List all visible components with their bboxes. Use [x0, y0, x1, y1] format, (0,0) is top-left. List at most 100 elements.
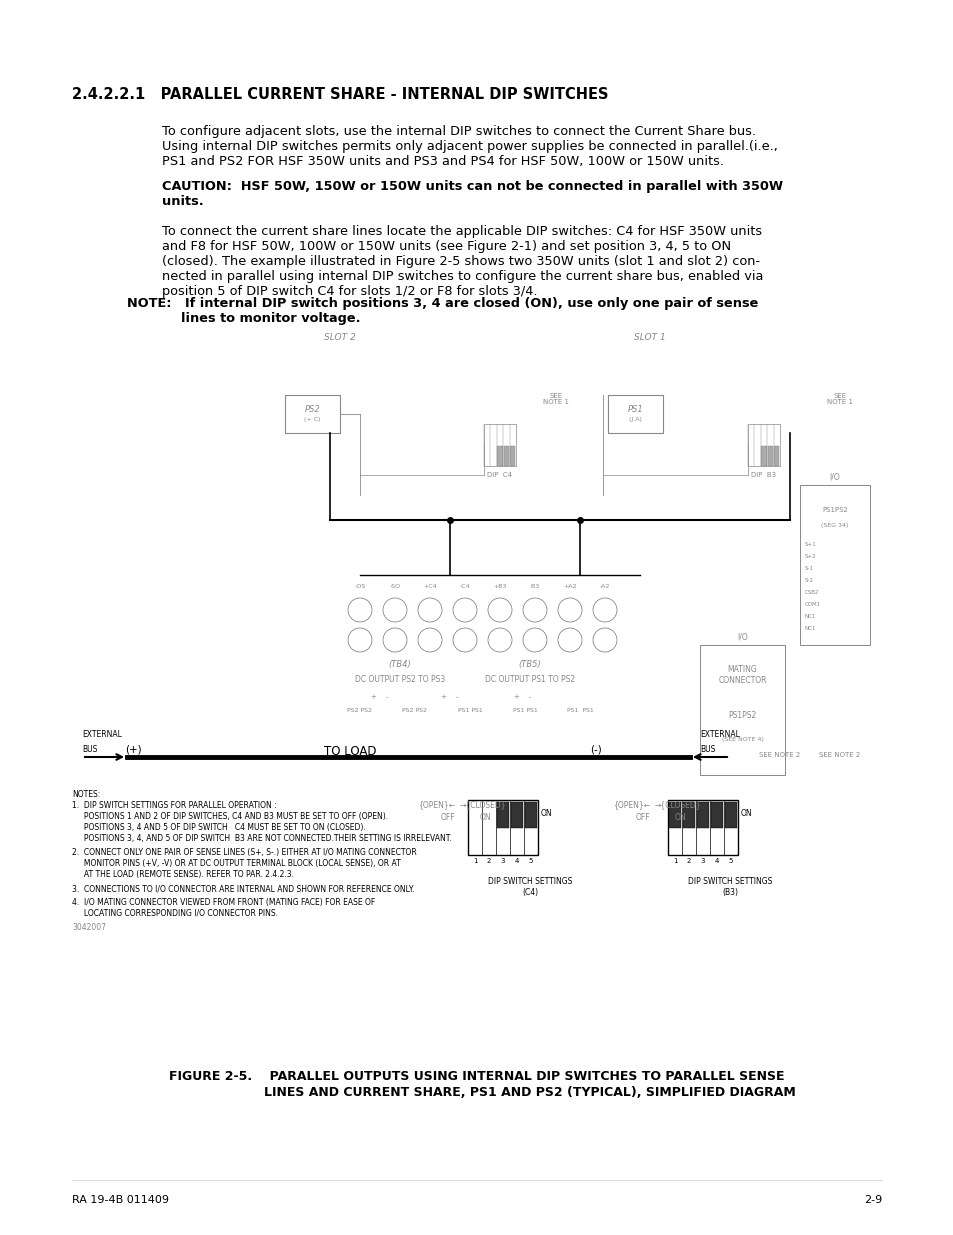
Text: -C4: -C4 — [459, 584, 470, 589]
Text: EXTERNAL: EXTERNAL — [700, 730, 740, 739]
Text: DIP  C4: DIP C4 — [487, 472, 512, 478]
Text: (+ C): (+ C) — [304, 416, 320, 421]
Text: PS1 PS1: PS1 PS1 — [512, 709, 537, 714]
Text: PS1  PS1: PS1 PS1 — [566, 709, 593, 714]
Bar — [497, 802, 509, 827]
Text: MATING
CONNECTOR: MATING CONNECTOR — [718, 666, 766, 684]
Text: OFF: OFF — [440, 813, 455, 823]
Text: SEE
NOTE 1: SEE NOTE 1 — [826, 393, 852, 405]
Text: (closed). The example illustrated in Figure 2-5 shows two 350W units (slot 1 and: (closed). The example illustrated in Fig… — [162, 254, 760, 268]
Text: NC1: NC1 — [804, 615, 816, 620]
Text: and F8 for HSF 50W, 100W or 150W units (see Figure 2-1) and set position 3, 4, 5: and F8 for HSF 50W, 100W or 150W units (… — [162, 240, 730, 253]
Text: 2-9: 2-9 — [862, 1195, 882, 1205]
Text: PS2 PS2: PS2 PS2 — [402, 709, 427, 714]
Bar — [724, 802, 737, 827]
Text: 5: 5 — [728, 858, 733, 864]
Bar — [667, 800, 738, 855]
Text: ON: ON — [675, 813, 686, 823]
Text: 2: 2 — [486, 858, 491, 864]
Text: (J A): (J A) — [628, 416, 641, 421]
Text: LINES AND CURRENT SHARE, PS1 AND PS2 (TYPICAL), SIMPLIFIED DIAGRAM: LINES AND CURRENT SHARE, PS1 AND PS2 (TY… — [158, 1086, 795, 1099]
Text: PS1PS2: PS1PS2 — [821, 508, 847, 513]
Text: +    -: + - — [514, 694, 531, 700]
Text: (TB4): (TB4) — [388, 661, 411, 669]
Text: (+): (+) — [125, 745, 141, 755]
Bar — [767, 446, 772, 466]
Text: RA 19-4B 011409: RA 19-4B 011409 — [71, 1195, 169, 1205]
Bar — [747, 424, 780, 466]
Text: ON: ON — [540, 809, 552, 819]
Text: POSITIONS 1 AND 2 OF DIP SWITCHES, C4 AND B3 MUST BE SET TO OFF (OPEN).: POSITIONS 1 AND 2 OF DIP SWITCHES, C4 AN… — [71, 811, 388, 821]
Text: +A2: +A2 — [562, 584, 577, 589]
Text: PS2 PS2: PS2 PS2 — [347, 709, 372, 714]
Text: S-2: S-2 — [804, 578, 813, 583]
Text: SLOT 2: SLOT 2 — [324, 332, 355, 342]
Text: →{CLOSED}: →{CLOSED} — [655, 800, 700, 809]
Text: ON: ON — [479, 813, 491, 823]
Text: POSITIONS 3, 4, AND 5 OF DIP SWITCH  B3 ARE NOT CONNECTED.THEIR SETTING IS IRREL: POSITIONS 3, 4, AND 5 OF DIP SWITCH B3 A… — [71, 834, 452, 844]
Text: 1: 1 — [672, 858, 677, 864]
Text: +    -: + - — [441, 694, 458, 700]
Text: position 5 of DIP switch C4 for slots 1/2 or F8 for slots 3/4.: position 5 of DIP switch C4 for slots 1/… — [162, 285, 537, 298]
Text: 2.  CONNECT ONLY ONE PAIR OF SENSE LINES (S+, S-.) EITHER AT I/O MATING CONNECTO: 2. CONNECT ONLY ONE PAIR OF SENSE LINES … — [71, 848, 416, 857]
Text: -OS: -OS — [354, 584, 365, 589]
Text: +B3: +B3 — [493, 584, 506, 589]
Text: 1.  DIP SWITCH SETTINGS FOR PARALLEL OPERATION :: 1. DIP SWITCH SETTINGS FOR PARALLEL OPER… — [71, 802, 276, 810]
Bar — [483, 424, 516, 466]
Text: NC1: NC1 — [804, 626, 816, 631]
Text: +C4: +C4 — [423, 584, 436, 589]
Text: (SEE NOTE 4): (SEE NOTE 4) — [720, 737, 762, 742]
Bar — [607, 395, 662, 433]
Text: +    -: + - — [371, 694, 388, 700]
Text: (C4): (C4) — [521, 888, 537, 897]
Text: BUS: BUS — [82, 745, 97, 755]
Text: -A2: -A2 — [599, 584, 610, 589]
Text: To configure adjacent slots, use the internal DIP switches to connect the Curren: To configure adjacent slots, use the int… — [162, 125, 755, 138]
Bar — [524, 802, 537, 827]
Text: -SO: -SO — [389, 584, 400, 589]
Text: FIGURE 2-5.    PARALLEL OUTPUTS USING INTERNAL DIP SWITCHES TO PARALLEL SENSE: FIGURE 2-5. PARALLEL OUTPUTS USING INTER… — [169, 1070, 784, 1083]
Text: TO LOAD: TO LOAD — [323, 745, 375, 758]
Text: 3.  CONNECTIONS TO I/O CONNECTOR ARE INTERNAL AND SHOWN FOR REFERENCE ONLY.: 3. CONNECTIONS TO I/O CONNECTOR ARE INTE… — [71, 884, 414, 893]
Bar — [468, 800, 537, 855]
Text: CSB2: CSB2 — [804, 590, 819, 595]
Text: 4: 4 — [714, 858, 719, 864]
Text: SLOT 1: SLOT 1 — [634, 332, 665, 342]
Text: nected in parallel using internal DIP switches to configure the current share bu: nected in parallel using internal DIP sw… — [162, 270, 762, 283]
Text: AT THE LOAD (REMOTE SENSE). REFER TO PAR. 2.4.2.3.: AT THE LOAD (REMOTE SENSE). REFER TO PAR… — [71, 869, 294, 879]
Text: -B3: -B3 — [529, 584, 539, 589]
Text: BUS: BUS — [700, 745, 715, 755]
Text: DC OUTPUT PS1 TO PS2: DC OUTPUT PS1 TO PS2 — [484, 674, 575, 683]
Bar — [710, 802, 722, 827]
Bar — [511, 802, 522, 827]
Text: Using internal DIP switches permits only adjacent power supplies be connected in: Using internal DIP switches permits only… — [162, 140, 777, 153]
Text: PS1 and PS2 FOR HSF 350W units and PS3 and PS4 for HSF 50W, 100W or 150W units.: PS1 and PS2 FOR HSF 350W units and PS3 a… — [162, 156, 723, 168]
Text: PS1: PS1 — [627, 405, 642, 414]
Text: MONITOR PINS (+V, -V) OR AT DC OUTPUT TERMINAL BLOCK (LOCAL SENSE), OR AT: MONITOR PINS (+V, -V) OR AT DC OUTPUT TE… — [71, 860, 400, 868]
Text: DIP  B3: DIP B3 — [751, 472, 776, 478]
Text: SEE
NOTE 1: SEE NOTE 1 — [542, 393, 568, 405]
Text: (TB5): (TB5) — [518, 661, 540, 669]
Text: S-1: S-1 — [804, 567, 813, 572]
Bar — [760, 446, 766, 466]
Bar — [503, 446, 509, 466]
Text: To connect the current share lines locate the applicable DIP switches: C4 for HS: To connect the current share lines locat… — [162, 225, 761, 238]
Bar — [668, 802, 680, 827]
Text: units.: units. — [162, 195, 204, 207]
Bar — [682, 802, 695, 827]
Text: SEE NOTE 2: SEE NOTE 2 — [819, 752, 860, 758]
Text: NOTES:: NOTES: — [71, 790, 100, 799]
Text: I/O: I/O — [829, 473, 840, 482]
Text: 4: 4 — [515, 858, 518, 864]
Text: PS1PS2: PS1PS2 — [727, 710, 756, 720]
Bar — [510, 446, 515, 466]
Text: {OPEN}←: {OPEN}← — [612, 800, 649, 809]
Text: DC OUTPUT PS2 TO PS3: DC OUTPUT PS2 TO PS3 — [355, 674, 445, 683]
Bar — [773, 446, 779, 466]
Bar — [497, 446, 502, 466]
Text: (-): (-) — [589, 745, 601, 755]
Bar — [800, 485, 869, 645]
Text: 3: 3 — [500, 858, 505, 864]
Text: 4.  I/O MATING CONNECTOR VIEWED FROM FRONT (MATING FACE) FOR EASE OF: 4. I/O MATING CONNECTOR VIEWED FROM FRON… — [71, 898, 375, 906]
Text: COM1: COM1 — [804, 603, 821, 608]
